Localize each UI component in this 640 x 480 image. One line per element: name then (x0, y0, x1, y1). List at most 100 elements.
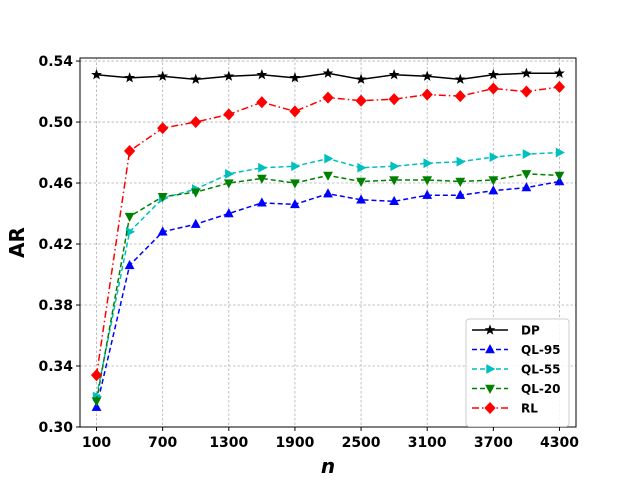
data-point-rl (123, 144, 136, 158)
data-point-dp (388, 69, 400, 80)
x-axis-label: n (321, 454, 335, 478)
y-tick-label: 0.34 (38, 359, 73, 375)
data-point-dp (91, 69, 102, 80)
data-point-ql-20 (290, 179, 300, 189)
data-point-rl (289, 105, 301, 118)
data-point-ql-55 (258, 162, 268, 173)
data-point-ql-20 (389, 176, 400, 186)
data-point-ql-95 (256, 197, 267, 207)
data-point-ql-55 (225, 168, 235, 179)
plot-frame (79, 57, 577, 428)
data-point-ql-20 (256, 174, 267, 184)
data-point-ql-20 (157, 193, 168, 203)
legend-label: QL-55 (521, 363, 561, 377)
data-point-dp (322, 67, 334, 78)
y-tick-label: 0.42 (38, 237, 73, 253)
legend-marker (485, 344, 495, 354)
data-point-ql-95 (323, 188, 333, 198)
legend-marker (484, 324, 496, 335)
data-point-rl (256, 96, 268, 109)
data-point-dp (355, 73, 367, 84)
data-point-ql-55 (555, 147, 565, 158)
y-axis-label: AR (5, 227, 29, 258)
legend-item-ql-20: QL-20 (472, 382, 561, 396)
data-point-ql-95 (389, 195, 400, 206)
data-point-ql-95 (455, 189, 466, 199)
x-tick-label: 1300 (209, 435, 248, 451)
legend-item-rl: RL (472, 402, 538, 416)
data-point-dp (124, 72, 135, 83)
data-point-ql-55 (291, 161, 301, 172)
data-point-rl (322, 91, 334, 104)
data-point-rl (355, 94, 367, 107)
data-point-ql-95 (521, 182, 532, 192)
data-point-ql-95 (190, 218, 201, 228)
data-point-ql-20 (223, 179, 234, 189)
legend-box (465, 318, 570, 427)
data-point-rl (454, 90, 466, 103)
x-tick-label: 700 (148, 435, 177, 451)
legend-label: QL-20 (521, 382, 561, 396)
legend-marker (484, 401, 496, 415)
series-layer (90, 67, 566, 411)
data-point-ql-20 (356, 177, 366, 187)
data-point-ql-95 (422, 189, 433, 199)
data-point-ql-20 (554, 171, 565, 181)
data-point-dp (223, 70, 235, 81)
data-point-ql-20 (323, 171, 333, 181)
data-point-ql-95 (124, 259, 135, 270)
data-point-dp (521, 67, 532, 78)
legend-label: QL-95 (521, 343, 561, 357)
data-point-ql-55 (489, 152, 499, 163)
legend-marker (486, 364, 496, 374)
data-point-rl (421, 88, 433, 101)
y-tick-label: 0.46 (38, 176, 73, 192)
y-tick-label: 0.54 (38, 54, 73, 70)
series-ql-20 (91, 170, 565, 407)
data-point-dp (421, 70, 433, 81)
data-point-ql-20 (190, 188, 201, 198)
data-point-ql-95 (290, 198, 300, 209)
data-point-ql-55 (357, 162, 367, 173)
legend-item-ql-95: QL-95 (472, 343, 561, 357)
legend-item-dp: DP (472, 324, 540, 338)
y-tick-label: 0.50 (38, 115, 73, 131)
x-tick-label: 3700 (474, 435, 513, 451)
data-point-ql-55 (522, 149, 532, 159)
data-point-dp (289, 72, 301, 83)
data-point-ql-20 (521, 170, 532, 180)
data-point-ql-95 (488, 185, 499, 195)
data-point-rl (223, 108, 235, 121)
data-point-ql-20 (124, 212, 135, 223)
series-rl (90, 80, 566, 382)
data-point-rl (487, 82, 499, 95)
axis-ticks: 100 700 1300 1900 2500 3100 3700 4300 0.30 0.34 0.… (38, 54, 579, 451)
data-point-rl (157, 122, 169, 135)
data-point-ql-55 (423, 158, 433, 169)
x-tick-label: 1900 (275, 435, 314, 451)
x-tick-label: 100 (82, 435, 111, 451)
data-point-dp (454, 73, 466, 84)
x-tick-label: 4300 (540, 435, 579, 451)
data-point-ql-55 (390, 161, 400, 172)
y-tick-label: 0.30 (38, 420, 73, 436)
legend-label: DP (521, 324, 540, 338)
legend-marker (485, 384, 495, 394)
data-point-dp (554, 67, 565, 78)
data-point-rl (388, 93, 400, 106)
data-point-ql-95 (356, 194, 366, 204)
data-point-rl (553, 80, 566, 94)
data-point-rl (520, 85, 533, 98)
data-point-ql-55 (324, 153, 334, 164)
y-tick-label: 0.38 (38, 298, 73, 314)
data-point-ql-55 (456, 156, 466, 167)
series-dp (91, 67, 565, 84)
data-point-ql-95 (157, 226, 168, 236)
data-point-ql-20 (91, 397, 102, 407)
x-tick-label: 2500 (342, 435, 381, 451)
data-point-dp (256, 69, 268, 80)
legend-label: RL (521, 402, 538, 416)
data-point-ql-95 (223, 208, 234, 218)
data-point-rl (90, 369, 103, 382)
